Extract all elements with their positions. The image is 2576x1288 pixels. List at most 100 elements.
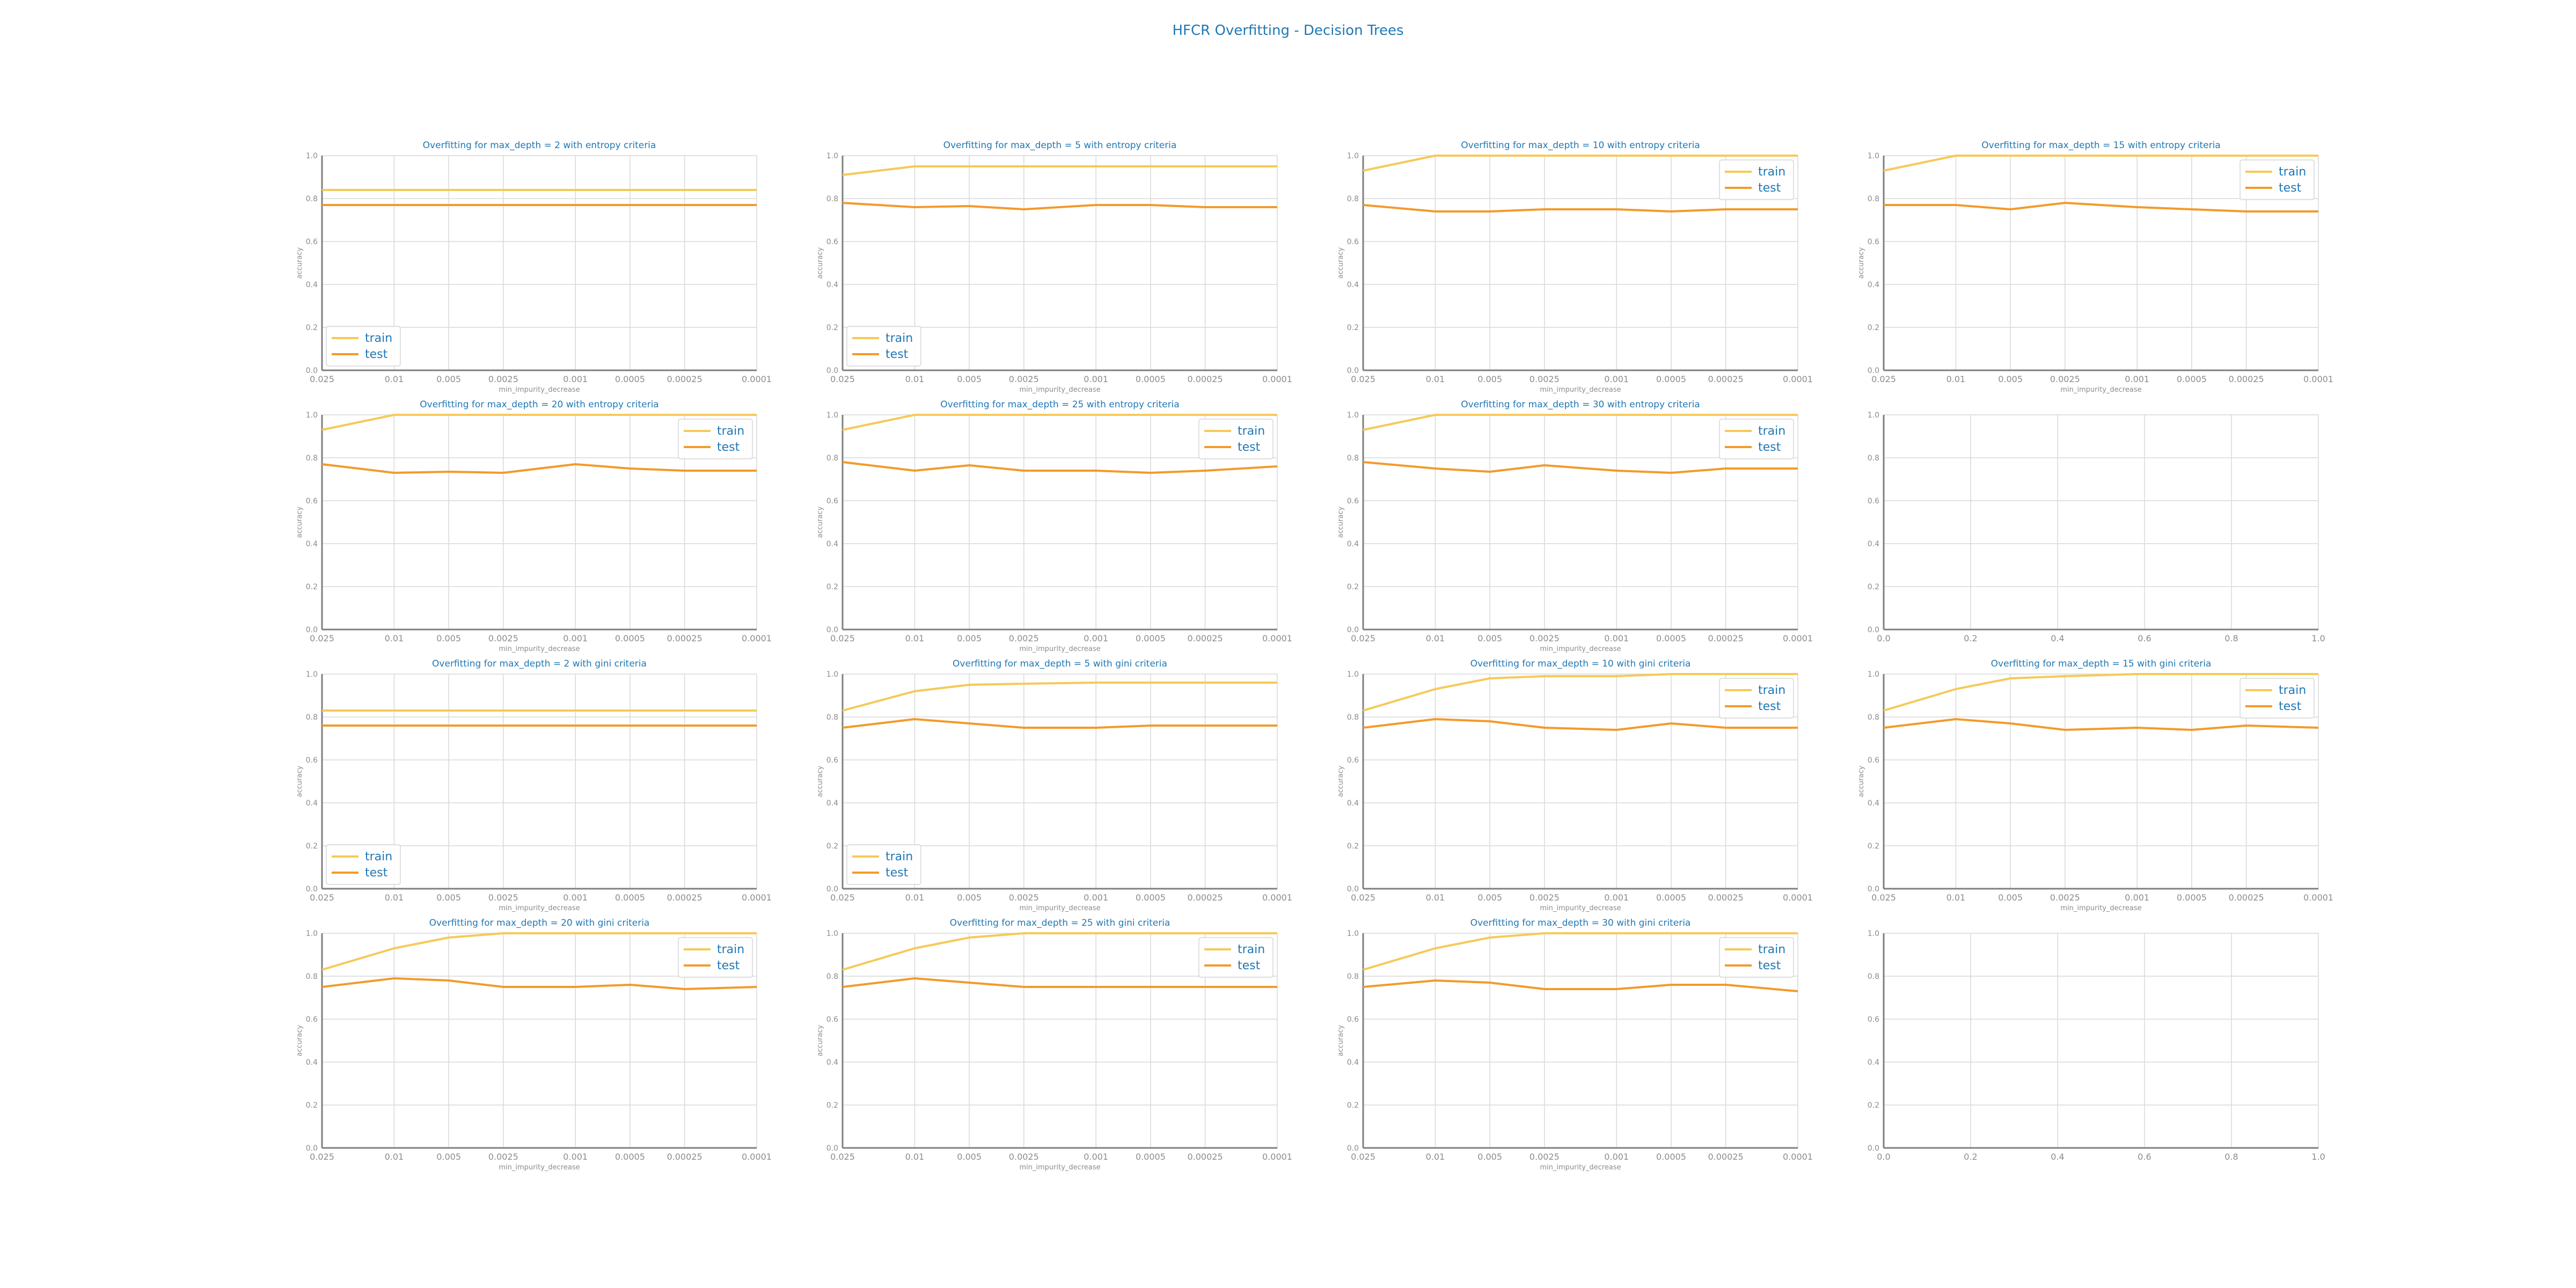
y-tick-label: 0.6 <box>306 238 318 246</box>
legend-box <box>1198 937 1274 978</box>
x-tick-label: 0.0025 <box>2050 374 2080 384</box>
x-tick-label: 0.0005 <box>1136 892 1166 903</box>
subplot: 0.0 0.2 0.4 0.6 0.8 1.0 0.025 0.01 0.005 0.0025 0.… <box>816 399 1292 653</box>
x-axis-label: min_impurity_decrease <box>1019 904 1100 912</box>
series-line-train <box>1883 673 2318 712</box>
x-tick-label: 0.005 <box>436 1152 461 1162</box>
x-tick-label: 0.0001 <box>1262 633 1292 643</box>
y-axis-label: accuracy <box>816 1024 824 1056</box>
y-axis-label: accuracy <box>296 247 304 279</box>
y-axis-label: accuracy <box>1337 1024 1345 1056</box>
x-tick-label: 0.025 <box>830 633 855 643</box>
legend-label-train: train <box>1758 425 1785 438</box>
y-tick-label: 0.2 <box>1347 1101 1359 1110</box>
series-line-test <box>1363 979 1798 992</box>
x-tick-label: 0.0005 <box>615 374 645 384</box>
x-tick-label: 0.0025 <box>1009 633 1039 643</box>
legend-box <box>2240 159 2315 200</box>
subplot: 0.0 0.2 0.4 0.6 0.8 1.0 0.025 0.01 0.005 0.0025 0.… <box>296 658 772 912</box>
x-tick-label: 0.025 <box>310 892 334 903</box>
legend-label-test: test <box>717 441 740 454</box>
y-tick-label: 0.2 <box>306 1101 318 1110</box>
y-tick-label: 0.0 <box>306 626 318 634</box>
legend-box <box>1719 159 1794 200</box>
x-tick-label: 0.01 <box>905 633 925 643</box>
legend-label-test: test <box>1758 441 1781 454</box>
x-tick-label: 0.025 <box>310 633 334 643</box>
legend: train test <box>846 326 921 367</box>
subplot-title: Overfitting for max_depth = 30 with gini… <box>1470 918 1691 928</box>
x-tick-label: 0.001 <box>563 374 588 384</box>
x-tick-label: 0.00025 <box>1708 374 1743 384</box>
legend: train test <box>1719 159 1794 200</box>
legend-label-test: test <box>885 866 909 880</box>
x-tick-label: 0.001 <box>1604 892 1629 903</box>
legend-box <box>326 326 401 367</box>
x-tick-label: 0.01 <box>905 374 925 384</box>
legend-label-test: test <box>365 348 388 361</box>
x-tick-label: 0.01 <box>1426 374 1445 384</box>
x-tick-label: 0.00025 <box>1187 892 1223 903</box>
x-axis-label: min_impurity_decrease <box>1019 645 1100 653</box>
subplot: 0.0 0.2 0.4 0.6 0.8 1.0 0.025 0.01 0.005 0.0025 0.… <box>296 918 772 1172</box>
y-tick-label: 0.4 <box>826 1058 838 1067</box>
y-tick-label: 0.8 <box>306 713 318 722</box>
x-tick-label: 0.001 <box>1084 374 1108 384</box>
x-tick-label: 0.005 <box>436 374 461 384</box>
legend: train test <box>326 326 401 367</box>
y-tick-label: 0.8 <box>306 195 318 203</box>
figure-title: HFCR Overfitting - Decision Trees <box>1172 23 1403 39</box>
x-tick-label: 0.0005 <box>1656 1152 1686 1162</box>
x-tick-label: 0.005 <box>957 374 982 384</box>
legend-label-train: train <box>2279 165 2306 179</box>
y-tick-label: 0.2 <box>826 1101 838 1110</box>
subplot-grid: 0.0 0.2 0.4 0.6 0.8 1.0 0.025 0.01 0.005 0.0025 0.… <box>296 140 2333 1172</box>
y-tick-label: 0.8 <box>1347 195 1359 203</box>
y-tick-label: 1.0 <box>826 670 838 679</box>
subplot: 0.0 0.2 0.4 0.6 0.8 1.0 0.025 0.01 0.005 0.0025 0.… <box>816 658 1292 912</box>
y-tick-label: 0.8 <box>1347 454 1359 463</box>
legend-box <box>1198 419 1274 459</box>
y-tick-label: 0.6 <box>1347 756 1359 765</box>
series-line-test <box>321 463 757 474</box>
x-axis-label: min_impurity_decrease <box>1019 1163 1100 1172</box>
y-tick-label: 0.6 <box>1347 238 1359 246</box>
subplot-title: Overfitting for max_depth = 2 with gini … <box>432 658 647 669</box>
y-axis-label: accuracy <box>1337 506 1345 538</box>
legend: train test <box>1719 678 1794 719</box>
x-tick-label: 0.8 <box>2224 1152 2238 1162</box>
legend-label-test: test <box>717 959 740 972</box>
x-tick-label: 0.0001 <box>742 633 772 643</box>
y-tick-label: 0.6 <box>1868 1015 1879 1024</box>
x-tick-label: 0.025 <box>1351 633 1375 643</box>
subplot: 0.0 0.2 0.4 0.6 0.8 1.0 0.025 0.01 0.005 0.0025 0.… <box>1337 658 1813 912</box>
y-tick-label: 0.0 <box>1868 626 1879 634</box>
y-tick-label: 0.6 <box>1347 1015 1359 1024</box>
x-tick-label: 0.0005 <box>1136 374 1166 384</box>
y-tick-label: 0.0 <box>306 885 318 894</box>
x-tick-label: 0.005 <box>1477 892 1502 903</box>
legend-label-test: test <box>1758 700 1781 713</box>
x-tick-label: 0.0001 <box>1783 892 1813 903</box>
x-tick-label: 0.025 <box>1351 374 1375 384</box>
legend-label-train: train <box>2279 684 2306 697</box>
legend-label-train: train <box>885 332 913 345</box>
y-axis-label: accuracy <box>296 765 304 797</box>
x-tick-label: 0.0005 <box>615 1152 645 1162</box>
series-line-test <box>1363 204 1798 213</box>
subplot: 0.0 0.2 0.4 0.6 0.8 1.0 0.025 0.01 0.005 0.0025 0.… <box>1337 399 1813 653</box>
x-tick-label: 0.025 <box>830 892 855 903</box>
legend-label-test: test <box>885 348 909 361</box>
subplot-title: Overfitting for max_depth = 10 with entr… <box>1461 140 1700 151</box>
y-tick-label: 0.8 <box>826 195 838 203</box>
y-tick-label: 0.6 <box>306 1015 318 1024</box>
x-tick-label: 0.001 <box>1604 1152 1629 1162</box>
y-tick-label: 0.4 <box>1347 281 1359 289</box>
series-line-train <box>842 165 1277 176</box>
y-tick-label: 1.0 <box>1868 930 1879 938</box>
x-tick-label: 0.01 <box>1426 1152 1445 1162</box>
y-axis-label: accuracy <box>816 247 824 279</box>
x-tick-label: 0.0005 <box>1656 892 1686 903</box>
x-tick-label: 0.01 <box>1426 892 1445 903</box>
y-tick-label: 0.8 <box>306 972 318 981</box>
